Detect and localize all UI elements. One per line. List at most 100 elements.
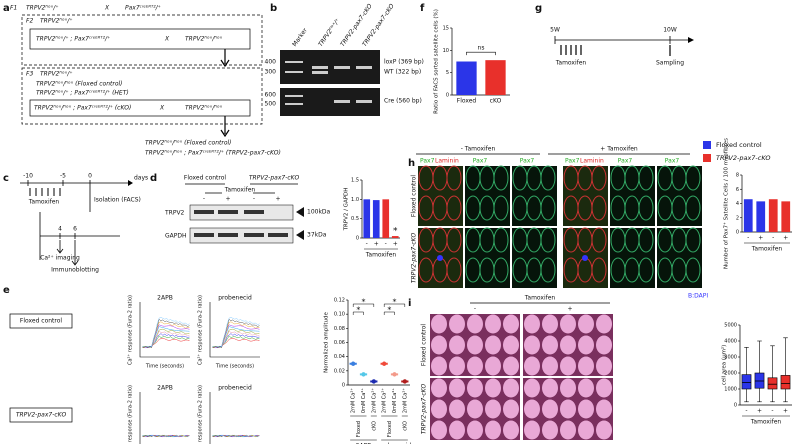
label: TRPV2ᶠˡᵒˣ/⁺ bbox=[40, 71, 72, 78]
blot bbox=[189, 227, 294, 244]
myofiber bbox=[578, 378, 594, 398]
y-axis-label: Ratio of FACS sorted satellite cells (%) bbox=[434, 9, 440, 114]
timeline bbox=[554, 36, 690, 44]
significance: * bbox=[387, 306, 391, 315]
label: probenecid bbox=[218, 385, 252, 392]
label: 300 bbox=[265, 69, 277, 76]
myofiber bbox=[467, 378, 483, 398]
panel-label: c bbox=[3, 173, 9, 184]
panel-label: e bbox=[3, 285, 10, 296]
bar bbox=[391, 236, 399, 238]
myofiber bbox=[467, 420, 483, 440]
myofiber bbox=[542, 335, 558, 355]
box bbox=[767, 377, 778, 390]
label: 10W bbox=[663, 27, 677, 34]
bar bbox=[743, 199, 753, 232]
y-axis-label: TRPV2 / GAPDH bbox=[344, 188, 350, 232]
label: 5W bbox=[550, 27, 560, 34]
micrographs bbox=[418, 165, 702, 288]
label: Tamoxifen bbox=[555, 60, 587, 67]
myofiber bbox=[560, 399, 576, 419]
myofiber bbox=[449, 356, 465, 376]
label: X bbox=[104, 5, 110, 12]
y-tick-label: 0.04 bbox=[334, 354, 345, 360]
panel-label: a bbox=[3, 3, 10, 14]
box bbox=[29, 99, 251, 117]
x-tick-label: Floxed bbox=[457, 98, 477, 105]
myofiber bbox=[485, 335, 501, 355]
x-tick-label: + bbox=[783, 408, 788, 415]
myofiber bbox=[503, 356, 519, 376]
trace bbox=[211, 333, 260, 348]
label: 37kDa bbox=[307, 232, 327, 239]
x-tick-label: - bbox=[747, 235, 749, 242]
myofiber bbox=[503, 378, 519, 398]
label: Immunoblotting bbox=[51, 267, 99, 274]
y-tick-label: 0.08 bbox=[334, 326, 345, 332]
significance: * bbox=[393, 227, 398, 237]
x-tick-label: 2mM Ca²⁺ bbox=[371, 388, 377, 414]
fiber-outline bbox=[591, 257, 607, 283]
trace bbox=[141, 317, 190, 349]
panel-label: b bbox=[270, 3, 277, 14]
axis bbox=[209, 302, 260, 358]
x-tick-label: 0mM Ca²⁺ bbox=[392, 388, 398, 414]
fiber-outline bbox=[685, 257, 701, 283]
label: F2 bbox=[26, 18, 33, 25]
arrowhead bbox=[128, 180, 133, 186]
trace bbox=[211, 317, 260, 349]
myofiber bbox=[449, 399, 465, 419]
tamoxifen-arrows bbox=[29, 188, 61, 196]
subgroup-label: Floxed bbox=[387, 421, 393, 437]
myofiber bbox=[560, 378, 576, 398]
fiber-outline bbox=[493, 227, 509, 253]
group-label: 2APB bbox=[356, 443, 372, 444]
blot-bands bbox=[194, 210, 288, 237]
label: -5 bbox=[60, 173, 66, 180]
myofiber bbox=[467, 314, 483, 334]
label: 500 bbox=[265, 101, 277, 108]
label: Cre (560 bp) bbox=[384, 98, 422, 105]
box bbox=[29, 28, 251, 50]
box bbox=[741, 374, 752, 390]
label: F3 bbox=[26, 71, 33, 78]
mean-point bbox=[361, 372, 366, 377]
y-tick-label: 5000 bbox=[724, 323, 737, 329]
y-tick-label: 5 bbox=[446, 70, 449, 76]
label: TRPV2ᶠˡᵒˣ/⁺ ; Pax7ᶜʳᵉᴱᴿᵀ²/⁺ bbox=[36, 36, 110, 43]
label: Sampling bbox=[656, 60, 684, 67]
label: 600 bbox=[265, 92, 277, 99]
label: - bbox=[474, 306, 476, 313]
sig-bracket bbox=[352, 303, 375, 307]
label: - bbox=[253, 196, 255, 203]
arrow bbox=[220, 49, 230, 138]
myofiber bbox=[431, 314, 447, 334]
fiber-outline bbox=[685, 195, 701, 221]
timeline bbox=[20, 180, 130, 260]
x-axis-label: Tamoxifen bbox=[750, 419, 782, 426]
label: X bbox=[164, 36, 170, 43]
myofiber bbox=[431, 378, 447, 398]
y-tick-label: 0.06 bbox=[334, 340, 345, 346]
dashed-box bbox=[21, 67, 263, 125]
y-tick-label: 0.5 bbox=[351, 216, 359, 222]
axis bbox=[209, 392, 211, 444]
label: TRPV2ᶠˡᵒˣ/ᶠˡᵒˣ bbox=[185, 105, 223, 112]
label: TRPV2ᶠˡᵒˣ/⁺ bbox=[317, 17, 341, 48]
myofiber bbox=[524, 335, 540, 355]
label: Floxed control bbox=[716, 141, 762, 149]
label: Tamoxifen bbox=[524, 295, 556, 302]
y-tick-label: 1.5 bbox=[351, 178, 359, 184]
histology bbox=[430, 314, 613, 440]
fiber-outline bbox=[638, 195, 654, 221]
label: TRPV2-pax7-cKO bbox=[411, 233, 418, 284]
label: TRPV2-pax7-cKO bbox=[16, 412, 67, 419]
label: TRPV2ᶠˡᵒˣ/ᶠˡᵒˣ ; Pax7ᶜʳᵉᴱᴿᵀ²/⁺ (TRPV2-pa… bbox=[145, 150, 281, 157]
trace bbox=[141, 324, 190, 349]
fiber-outline bbox=[638, 227, 654, 253]
y-tick-label: 4000 bbox=[724, 339, 737, 345]
significance: * bbox=[356, 306, 360, 315]
label: 2APB bbox=[157, 385, 173, 392]
axis bbox=[139, 392, 141, 444]
significance: * bbox=[362, 298, 366, 307]
